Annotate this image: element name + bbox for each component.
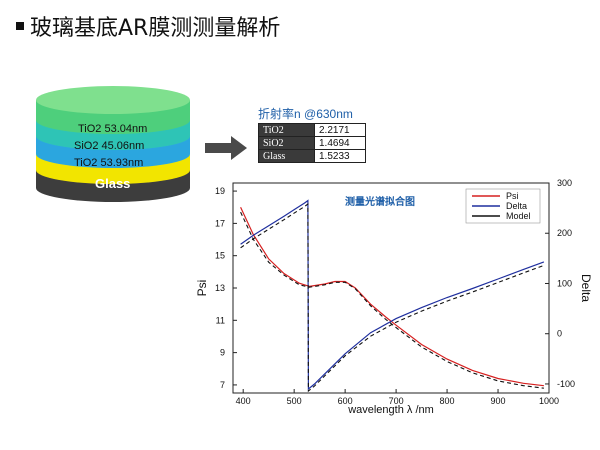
value-cell: 2.2171 bbox=[314, 123, 366, 137]
y2-tick-label: 100 bbox=[557, 278, 572, 288]
y2-tick-label: 200 bbox=[557, 228, 572, 238]
psi-line bbox=[240, 206, 544, 387]
y2-tick-label: 0 bbox=[557, 329, 562, 339]
y-tick-label: 17 bbox=[215, 218, 225, 228]
y-tick-label: 9 bbox=[220, 348, 225, 358]
refractive-index-table: TiO2 2.2171 SiO2 1.4694 Glass 1.5233 bbox=[258, 123, 366, 163]
layer-label-tio2-top: TiO2 53.04nm bbox=[78, 123, 148, 135]
layer-label-sio2: SiO2 45.06nm bbox=[74, 140, 145, 152]
top-surface bbox=[36, 86, 190, 114]
model-psi-line bbox=[240, 211, 544, 389]
y-tick-label: 15 bbox=[215, 251, 225, 261]
y-tick-label: 7 bbox=[220, 380, 225, 390]
chart-title: 测量光谱拟合图 bbox=[345, 195, 415, 208]
x-tick-label: 900 bbox=[491, 396, 506, 406]
y-axis-label: Psi bbox=[195, 280, 209, 297]
value-cell: 1.5233 bbox=[314, 149, 366, 163]
y2-axis-label: Delta bbox=[579, 274, 593, 302]
page-title: 玻璃基底AR膜测测量解析 bbox=[16, 10, 280, 42]
bullet-square-icon bbox=[16, 22, 24, 30]
page-title-text: 玻璃基底AR膜测测量解析 bbox=[30, 16, 281, 41]
legend-label: Psi bbox=[506, 191, 519, 201]
legend-label: Delta bbox=[506, 201, 527, 211]
x-tick-label: 400 bbox=[236, 396, 251, 406]
delta-line bbox=[240, 199, 545, 391]
x-tick-label: 500 bbox=[287, 396, 302, 406]
y-tick-label: 13 bbox=[215, 283, 225, 293]
layer-label-glass: Glass bbox=[95, 176, 131, 191]
y2-tick-label: 300 bbox=[557, 178, 572, 188]
x-axis-label: wavelength λ /nm bbox=[347, 404, 434, 416]
y2-tick-label: -100 bbox=[557, 379, 575, 389]
table-row: Glass 1.5233 bbox=[258, 149, 366, 163]
material-cell: Glass bbox=[258, 149, 315, 163]
layer-label-tio2-bottom: TiO2 53.93nm bbox=[74, 157, 144, 169]
table-row: TiO2 2.2171 bbox=[258, 123, 366, 137]
refractive-index-title: 折射率n @630nm bbox=[258, 107, 353, 121]
material-cell: SiO2 bbox=[258, 136, 315, 150]
x-tick-label: 600 bbox=[338, 396, 353, 406]
x-tick-label: 700 bbox=[389, 396, 404, 406]
y-tick-label: 19 bbox=[215, 186, 225, 196]
model-delta-line bbox=[240, 203, 545, 393]
y-tick-label: 11 bbox=[216, 315, 225, 325]
right-arrow-icon bbox=[205, 136, 247, 160]
material-cell: TiO2 bbox=[258, 123, 315, 137]
x-tick-label: 800 bbox=[440, 396, 455, 406]
layer-stack-diagram bbox=[36, 86, 190, 202]
legend-label: Model bbox=[506, 211, 531, 221]
x-tick-label: 1000 bbox=[539, 396, 559, 406]
